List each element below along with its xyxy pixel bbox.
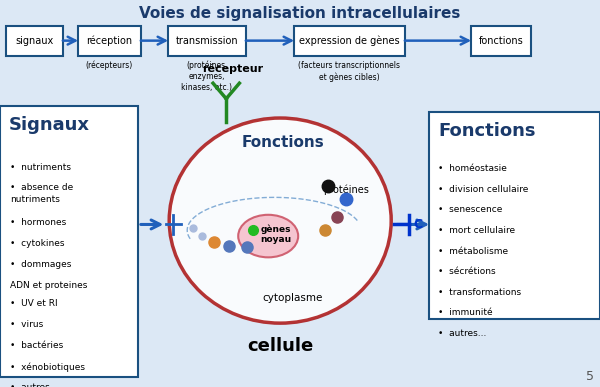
Text: Fonctions: Fonctions xyxy=(438,122,536,140)
FancyBboxPatch shape xyxy=(429,112,600,319)
Text: •  virus: • virus xyxy=(10,320,43,329)
Text: •  homéostasie: • homéostasie xyxy=(438,164,507,173)
Text: •  transformations: • transformations xyxy=(438,288,521,296)
Text: Fonctions: Fonctions xyxy=(242,135,325,151)
Text: Voies de signalisation intracellulaires: Voies de signalisation intracellulaires xyxy=(139,6,461,21)
Text: •  cytokines: • cytokines xyxy=(10,239,65,248)
Text: récepteur: récepteur xyxy=(202,63,263,74)
Text: •  immunité: • immunité xyxy=(438,308,493,317)
Text: •  division cellulaire: • division cellulaire xyxy=(438,185,529,194)
Text: •  nutriments: • nutriments xyxy=(10,163,71,171)
Text: ADN et proteines: ADN et proteines xyxy=(10,281,88,289)
Text: •  UV et RI: • UV et RI xyxy=(10,299,58,308)
FancyBboxPatch shape xyxy=(294,26,405,56)
Text: fonctions: fonctions xyxy=(479,36,523,46)
Text: cytoplasme: cytoplasme xyxy=(262,293,322,303)
FancyBboxPatch shape xyxy=(471,26,531,56)
Text: 5: 5 xyxy=(586,370,594,383)
Text: gènes
noyau: gènes noyau xyxy=(260,224,291,244)
Text: (protéines,
enzymes,
kinases, etc.): (protéines, enzymes, kinases, etc.) xyxy=(181,61,232,92)
Text: réception: réception xyxy=(86,35,133,46)
Text: •  mort cellulaire: • mort cellulaire xyxy=(438,226,515,235)
Text: •  xénobiotiques: • xénobiotiques xyxy=(10,362,85,372)
Text: •  absence de
nutriments: • absence de nutriments xyxy=(10,183,73,204)
FancyBboxPatch shape xyxy=(168,26,246,56)
FancyBboxPatch shape xyxy=(6,26,63,56)
Text: (facteurs transcriptionnels
et gènes cibles): (facteurs transcriptionnels et gènes cib… xyxy=(299,61,401,82)
Text: expression de gènes: expression de gènes xyxy=(299,35,400,46)
Text: C: C xyxy=(413,218,422,231)
Ellipse shape xyxy=(238,215,298,257)
Text: Signaux: Signaux xyxy=(9,116,90,134)
Text: •  bactéries: • bactéries xyxy=(10,341,64,350)
Text: •  métabolisme: • métabolisme xyxy=(438,247,508,255)
Text: •  hormones: • hormones xyxy=(10,218,67,227)
Text: •  autres...: • autres... xyxy=(10,383,59,387)
Text: •  autres...: • autres... xyxy=(438,329,487,337)
Text: •  senescence: • senescence xyxy=(438,205,502,214)
Text: cellule: cellule xyxy=(247,337,313,355)
FancyBboxPatch shape xyxy=(78,26,141,56)
Text: •  dommages: • dommages xyxy=(10,260,71,269)
Text: •  sécrétions: • sécrétions xyxy=(438,267,496,276)
Text: protéines: protéines xyxy=(323,184,369,195)
Text: transmission: transmission xyxy=(176,36,238,46)
Ellipse shape xyxy=(169,118,391,323)
Text: (récepteurs): (récepteurs) xyxy=(86,61,133,70)
FancyBboxPatch shape xyxy=(0,106,138,377)
Text: signaux: signaux xyxy=(16,36,53,46)
